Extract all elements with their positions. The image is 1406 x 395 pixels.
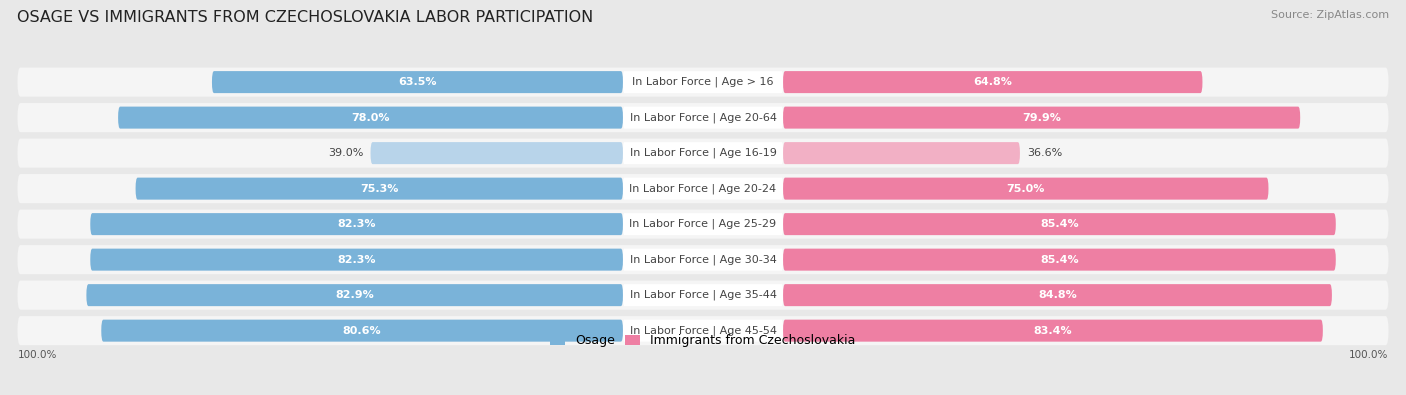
FancyBboxPatch shape bbox=[783, 71, 1202, 93]
FancyBboxPatch shape bbox=[101, 320, 623, 342]
Text: 36.6%: 36.6% bbox=[1026, 148, 1062, 158]
FancyBboxPatch shape bbox=[623, 213, 783, 235]
Text: OSAGE VS IMMIGRANTS FROM CZECHOSLOVAKIA LABOR PARTICIPATION: OSAGE VS IMMIGRANTS FROM CZECHOSLOVAKIA … bbox=[17, 10, 593, 25]
Text: 85.4%: 85.4% bbox=[1040, 255, 1078, 265]
FancyBboxPatch shape bbox=[212, 71, 623, 93]
Text: 82.3%: 82.3% bbox=[337, 255, 375, 265]
FancyBboxPatch shape bbox=[17, 68, 1389, 97]
Text: 100.0%: 100.0% bbox=[1350, 350, 1389, 361]
FancyBboxPatch shape bbox=[783, 142, 1019, 164]
FancyBboxPatch shape bbox=[783, 320, 1323, 342]
Text: 100.0%: 100.0% bbox=[17, 350, 56, 361]
Text: 78.0%: 78.0% bbox=[352, 113, 389, 122]
Text: In Labor Force | Age 20-64: In Labor Force | Age 20-64 bbox=[630, 112, 776, 123]
Text: 80.6%: 80.6% bbox=[343, 325, 381, 336]
Text: In Labor Force | Age 25-29: In Labor Force | Age 25-29 bbox=[630, 219, 776, 229]
FancyBboxPatch shape bbox=[17, 174, 1389, 203]
Text: In Labor Force | Age 45-54: In Labor Force | Age 45-54 bbox=[630, 325, 776, 336]
Text: 85.4%: 85.4% bbox=[1040, 219, 1078, 229]
Text: In Labor Force | Age > 16: In Labor Force | Age > 16 bbox=[633, 77, 773, 87]
FancyBboxPatch shape bbox=[623, 178, 783, 199]
FancyBboxPatch shape bbox=[783, 213, 1336, 235]
FancyBboxPatch shape bbox=[623, 71, 783, 93]
FancyBboxPatch shape bbox=[623, 248, 783, 271]
Text: In Labor Force | Age 35-44: In Labor Force | Age 35-44 bbox=[630, 290, 776, 300]
FancyBboxPatch shape bbox=[623, 320, 783, 342]
FancyBboxPatch shape bbox=[783, 284, 1331, 306]
FancyBboxPatch shape bbox=[783, 178, 1268, 199]
FancyBboxPatch shape bbox=[17, 280, 1389, 310]
FancyBboxPatch shape bbox=[783, 248, 1336, 271]
FancyBboxPatch shape bbox=[90, 213, 623, 235]
Text: In Labor Force | Age 16-19: In Labor Force | Age 16-19 bbox=[630, 148, 776, 158]
Text: 75.0%: 75.0% bbox=[1007, 184, 1045, 194]
Text: In Labor Force | Age 20-24: In Labor Force | Age 20-24 bbox=[630, 183, 776, 194]
FancyBboxPatch shape bbox=[17, 139, 1389, 167]
FancyBboxPatch shape bbox=[17, 245, 1389, 274]
FancyBboxPatch shape bbox=[135, 178, 623, 199]
FancyBboxPatch shape bbox=[783, 107, 1301, 129]
Text: 82.9%: 82.9% bbox=[335, 290, 374, 300]
FancyBboxPatch shape bbox=[17, 316, 1389, 345]
Text: 82.3%: 82.3% bbox=[337, 219, 375, 229]
Text: 63.5%: 63.5% bbox=[398, 77, 437, 87]
FancyBboxPatch shape bbox=[371, 142, 623, 164]
FancyBboxPatch shape bbox=[623, 284, 783, 306]
Text: 39.0%: 39.0% bbox=[328, 148, 364, 158]
Text: 64.8%: 64.8% bbox=[973, 77, 1012, 87]
Legend: Osage, Immigrants from Czechoslovakia: Osage, Immigrants from Czechoslovakia bbox=[546, 329, 860, 352]
FancyBboxPatch shape bbox=[623, 142, 783, 164]
FancyBboxPatch shape bbox=[17, 103, 1389, 132]
Text: Source: ZipAtlas.com: Source: ZipAtlas.com bbox=[1271, 10, 1389, 20]
Text: 84.8%: 84.8% bbox=[1038, 290, 1077, 300]
Text: 79.9%: 79.9% bbox=[1022, 113, 1062, 122]
Text: 83.4%: 83.4% bbox=[1033, 325, 1073, 336]
FancyBboxPatch shape bbox=[90, 248, 623, 271]
FancyBboxPatch shape bbox=[623, 107, 783, 129]
Text: In Labor Force | Age 30-34: In Labor Force | Age 30-34 bbox=[630, 254, 776, 265]
FancyBboxPatch shape bbox=[86, 284, 623, 306]
FancyBboxPatch shape bbox=[17, 210, 1389, 239]
FancyBboxPatch shape bbox=[118, 107, 623, 129]
Text: 75.3%: 75.3% bbox=[360, 184, 398, 194]
